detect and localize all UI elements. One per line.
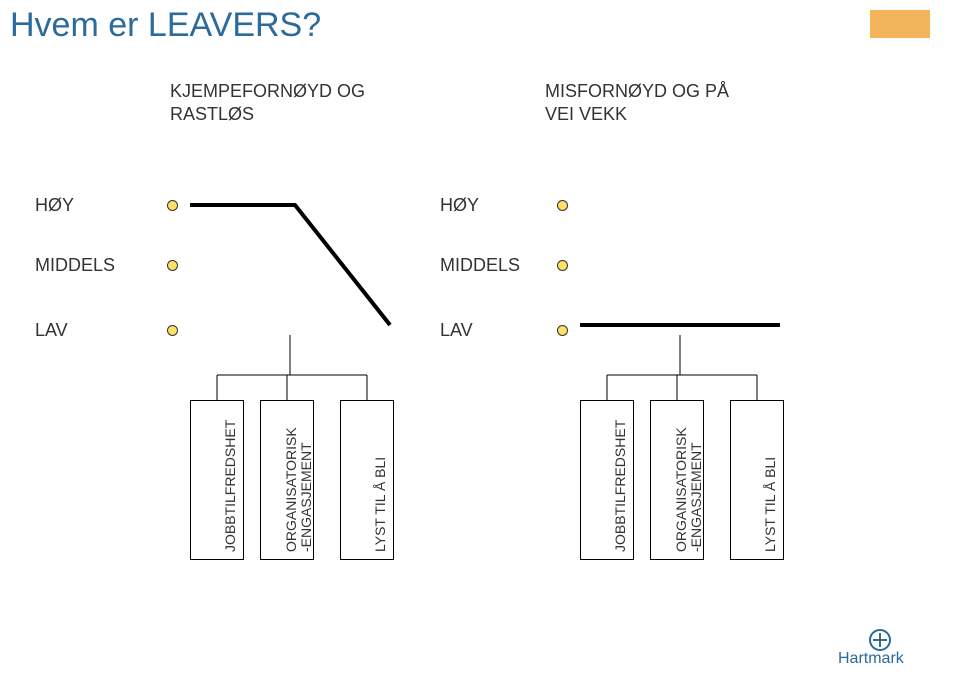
label-right-org-engagement: ORGANISATORISK-ENGASJEMENT (674, 427, 705, 552)
level-right-high: HØY (440, 195, 479, 216)
header-right: MISFORNØYD OG PÅ VEI VEKK (545, 80, 729, 127)
level-left-high: HØY (35, 195, 74, 216)
marker-left-low (167, 325, 178, 336)
header-left: KJEMPEFORNØYD OG RASTLØS (170, 80, 365, 127)
marker-left-medium (167, 260, 178, 271)
header-right-line2: VEI VEKK (545, 104, 627, 124)
connector-lines (0, 0, 960, 689)
label-right-job-satisfaction: JOBBTILFREDSHET (612, 420, 628, 552)
header-right-line1: MISFORNØYD OG PÅ (545, 81, 729, 101)
hartmark-logo-text: Hartmark (838, 650, 904, 668)
slide-title: Hvem er LEAVERS? (10, 6, 321, 45)
header-left-line2: RASTLØS (170, 104, 254, 124)
level-right-medium: MIDDELS (440, 255, 520, 276)
level-left-medium: MIDDELS (35, 255, 115, 276)
hartmark-logo: Hartmark (810, 628, 920, 673)
label-left-desire-stay: LYST TIL Å BLI (372, 457, 388, 552)
label-right-desire-stay: LYST TIL Å BLI (762, 457, 778, 552)
label-left-org-engagement: ORGANISATORISK-ENGASJEMENT (284, 427, 315, 552)
marker-right-medium (557, 260, 568, 271)
label-left-job-satisfaction: JOBBTILFREDSHET (222, 420, 238, 552)
marker-right-high (557, 200, 568, 211)
level-left-low: LAV (35, 320, 68, 341)
slide-root: Hvem er LEAVERS? KJEMPEFORNØYD OG RASTLØ… (0, 0, 960, 689)
marker-left-high (167, 200, 178, 211)
level-right-low: LAV (440, 320, 473, 341)
marker-right-low (557, 325, 568, 336)
corner-accent-box (870, 10, 930, 38)
header-left-line1: KJEMPEFORNØYD OG (170, 81, 365, 101)
